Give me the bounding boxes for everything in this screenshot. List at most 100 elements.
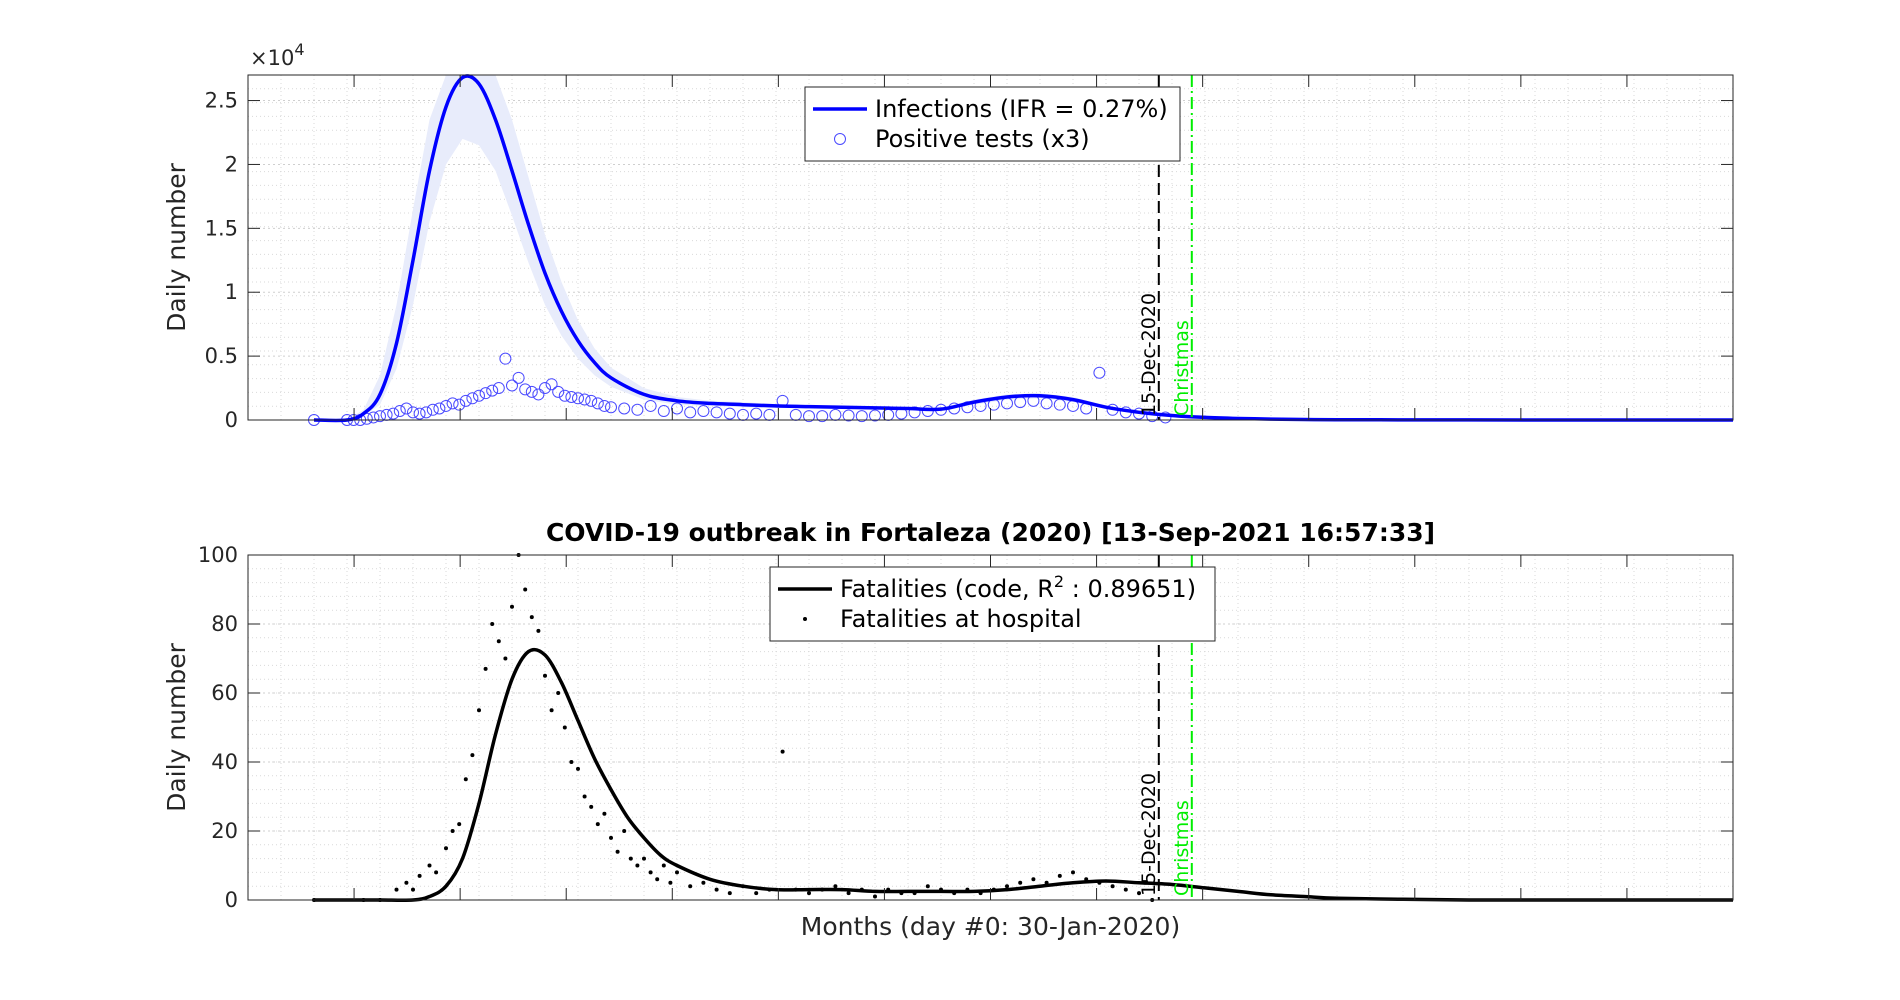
data-point [846,891,851,896]
data-point [556,691,561,695]
data-point [499,352,512,365]
data-point [483,666,488,671]
data-point [684,406,697,419]
y-axis-label: Daily number [162,162,191,331]
data-point [394,887,399,892]
legend-entry-model-text: Infections (IFR = 0.27%) [875,95,1168,123]
data-point [450,829,455,833]
data-point [459,394,472,407]
y-tick-label: 60 [211,681,238,705]
data-point [754,891,759,896]
data-point [400,402,413,415]
y-tick-label: 20 [211,819,238,843]
legend-entry-superscript: 2 [1054,572,1064,591]
data-point [453,398,466,411]
data-point [1110,884,1115,889]
data-point [1040,397,1053,410]
data-point [591,397,604,410]
data-point [413,407,426,420]
data-point [523,587,528,592]
data-point [492,382,505,395]
data-point [668,880,673,885]
data-point [536,628,541,633]
data-point [609,835,613,840]
data-point [807,891,811,896]
data-point [635,863,640,868]
data-point [655,877,660,882]
data-point [671,402,683,415]
legend-marker-swatch [803,617,807,621]
data-point [644,399,657,412]
data-point [512,371,525,384]
data-point [576,766,580,771]
data-point [908,406,921,419]
legend-entry-observed: Positive tests (x3) [875,125,1090,153]
data-point [628,856,633,861]
legend: Fatalities (code, R2 : 0.89651)Fatalitie… [769,566,1216,642]
y-tick-label: 1.5 [205,216,238,240]
legend: Infections (IFR = 0.27%)Positive tests (… [804,86,1181,162]
data-point [519,383,532,396]
data-point [539,382,551,395]
data-point [589,804,594,809]
data-point [1071,870,1075,875]
data-point [558,389,571,402]
legend-box [804,86,1181,162]
data-point [525,385,538,398]
data-point [657,405,670,418]
legend-entry-model: Infections (IFR = 0.27%) [875,95,1168,123]
y-tick-label: 1 [225,280,238,304]
data-point [602,811,607,816]
data-point [565,391,578,403]
fatalities-panel: 15-Dec-2020 Christmas 0 20 40 60 80 100 Daily nu… [162,518,1734,941]
data-point [529,615,534,620]
data-point [842,409,855,422]
data-point [427,863,432,868]
data-point [622,829,627,833]
data-point [1093,366,1106,379]
data-point [434,870,439,875]
data-point [479,387,492,400]
legend-entry-model: Fatalities (code, R2 : 0.89651) [840,572,1196,603]
y-tick-label: 0 [225,408,238,432]
date-marker-label: 15-Dec-2020 [1138,773,1160,896]
data-point [411,887,415,892]
y-tick-label: 100 [198,543,238,567]
data-point [404,880,409,885]
data-point [417,873,422,878]
data-point [510,604,514,609]
data-point [470,753,475,758]
data-point [374,410,386,423]
data-point [1137,891,1141,896]
confidence-band [314,75,1733,420]
y-tick-label: 2.5 [205,89,238,113]
data-point [595,822,600,827]
model-line [313,74,1733,423]
data-point [1057,873,1062,878]
data-point [387,407,400,420]
y-tick-label: 0.5 [205,344,238,368]
infections-panel: 15-Dec-2020 Christmas 0 0.5 1 1.5 2 2.5 Daily nu… [162,40,1734,432]
data-point [1005,884,1009,889]
data-point [578,393,591,406]
data-point [661,863,666,868]
christmas-marker-label: Christmas [1171,800,1193,896]
data-point [1159,411,1172,424]
data-point [1031,877,1036,882]
y-tick-label: 40 [211,750,238,774]
data-point [543,673,547,678]
data-point [780,749,785,754]
legend-entry-model-text: Fatalities (code, R [840,575,1054,603]
data-point [605,401,617,414]
data-point [925,884,930,889]
data-point [723,407,736,420]
data-point [426,403,439,416]
data-point [582,794,587,799]
data-point [1018,880,1023,885]
data-point [393,405,406,418]
data-point [833,884,838,889]
data-point [549,708,554,713]
data-point [675,870,679,875]
data-point [873,894,877,899]
grid [248,75,1733,421]
